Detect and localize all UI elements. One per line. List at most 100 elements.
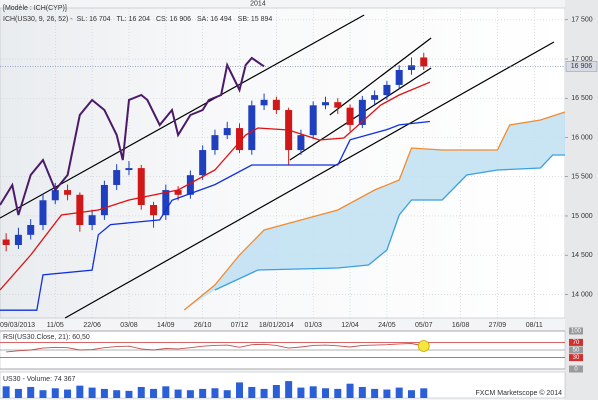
volume-bar xyxy=(88,387,96,398)
volume-bar xyxy=(334,388,342,398)
x-tick-label: 08/11 xyxy=(526,322,543,329)
candle-body xyxy=(88,215,96,225)
chart-title: [Modèle : ICH(CYP)] xyxy=(3,5,67,12)
candle-body xyxy=(236,128,244,151)
legend-entry: TL: 16 204 xyxy=(117,16,151,23)
candle-body xyxy=(186,175,194,195)
x-tick-label: 05/07 xyxy=(415,322,433,329)
volume-bar xyxy=(76,385,84,398)
x-tick-label: 14/09 xyxy=(157,322,175,329)
trend-line xyxy=(64,41,555,319)
y-tick-label: 30 xyxy=(573,355,580,361)
volume-bar xyxy=(407,390,415,398)
year-marker: 2014 xyxy=(250,0,266,7)
candle-body xyxy=(125,168,133,171)
legend-entry: CS: 16 906 xyxy=(156,16,191,23)
candle-body xyxy=(358,99,366,125)
trend-line xyxy=(329,37,432,116)
volume-bar xyxy=(174,389,182,398)
last-price-box xyxy=(565,61,598,72)
volume-bar xyxy=(199,388,207,398)
candle-body xyxy=(371,95,379,100)
candle-body xyxy=(260,99,268,106)
volume-bar xyxy=(14,388,22,398)
x-tick-label: 22/06 xyxy=(83,322,101,329)
volume-bar xyxy=(125,390,133,398)
candle-body xyxy=(39,200,47,225)
volume-bar xyxy=(285,381,293,398)
y-tick-label: 15 000 xyxy=(571,213,593,220)
x-tick-label: 03/08 xyxy=(120,322,138,329)
candle-body xyxy=(334,102,342,108)
y-tick-box xyxy=(569,365,583,373)
candle-body xyxy=(162,190,170,216)
volume-bar xyxy=(358,386,366,398)
volume-bar xyxy=(150,388,158,398)
volume-bar xyxy=(321,388,329,398)
volume-title: US30 - Volume: 74 367 xyxy=(3,376,75,383)
rsi-line xyxy=(6,343,424,353)
rsi-marker xyxy=(417,340,430,352)
y-tick-label: 50 xyxy=(573,348,580,354)
y-tick-box xyxy=(569,354,583,362)
y-tick-box xyxy=(569,327,583,335)
ichimoku-cloud xyxy=(184,112,565,310)
x-tick-label: 18/01/2014 xyxy=(259,322,294,329)
rsi-title: RSI(US30.Close, 21): 60,50 xyxy=(3,334,90,341)
candle-body xyxy=(248,105,256,151)
y-tick-label: 100 xyxy=(571,329,582,335)
candle-body xyxy=(297,135,305,151)
volume-bar xyxy=(346,383,354,398)
volume-bar xyxy=(420,388,428,398)
volume-bar xyxy=(395,387,403,398)
volume-bar xyxy=(137,386,145,398)
y-tick-label: 16 000 xyxy=(571,134,593,141)
candle-body xyxy=(211,135,219,151)
candle-body xyxy=(420,57,428,67)
y-tick-label: 15 500 xyxy=(571,174,593,181)
volume-bar xyxy=(100,388,108,398)
credit: FXCM Marketscope © 2014 xyxy=(476,389,563,397)
candle-body xyxy=(321,102,329,106)
volume-bar xyxy=(39,390,47,398)
x-tick-label: 07/12 xyxy=(231,322,249,329)
volume-bar xyxy=(186,390,194,398)
candle-body xyxy=(309,105,317,136)
x-tick-label: 16/08 xyxy=(452,322,470,329)
volume-bar xyxy=(64,389,72,398)
candle-body xyxy=(113,170,121,185)
indicator-line xyxy=(0,81,431,291)
indicator-line xyxy=(0,120,430,311)
x-tick-label: 26/10 xyxy=(194,322,212,329)
last-price-label: 16 906 xyxy=(571,63,593,70)
candle-body xyxy=(272,99,280,111)
y-tick-box xyxy=(569,346,583,354)
candle-body xyxy=(2,239,10,246)
candle-body xyxy=(346,107,354,125)
volume-bar xyxy=(248,386,256,398)
x-tick-label: 27/09 xyxy=(489,322,507,329)
candle-body xyxy=(100,184,108,216)
candle-body xyxy=(383,84,391,96)
x-tick-label: 01/03 xyxy=(304,322,322,329)
candle-body xyxy=(395,70,403,85)
candle-body xyxy=(223,128,231,136)
candle-body xyxy=(14,234,22,246)
indicator-line xyxy=(0,56,265,216)
y-tick-label: 0 xyxy=(574,367,578,373)
candle-body xyxy=(407,65,415,70)
x-tick-label: 11/05 xyxy=(47,322,64,329)
volume-bar xyxy=(211,388,219,398)
y-tick-label: 17 500 xyxy=(571,17,593,24)
volume-bar xyxy=(383,389,391,398)
volume-bar xyxy=(223,390,231,398)
y-tick-label: 14 500 xyxy=(571,252,593,259)
candle-body xyxy=(174,190,182,195)
volume-bar xyxy=(162,386,170,398)
volume-bar xyxy=(2,386,10,398)
x-tick-label: 12/04 xyxy=(341,322,359,329)
volume-bar xyxy=(272,385,280,398)
indicator-line xyxy=(183,111,566,311)
candle-body xyxy=(137,168,145,205)
